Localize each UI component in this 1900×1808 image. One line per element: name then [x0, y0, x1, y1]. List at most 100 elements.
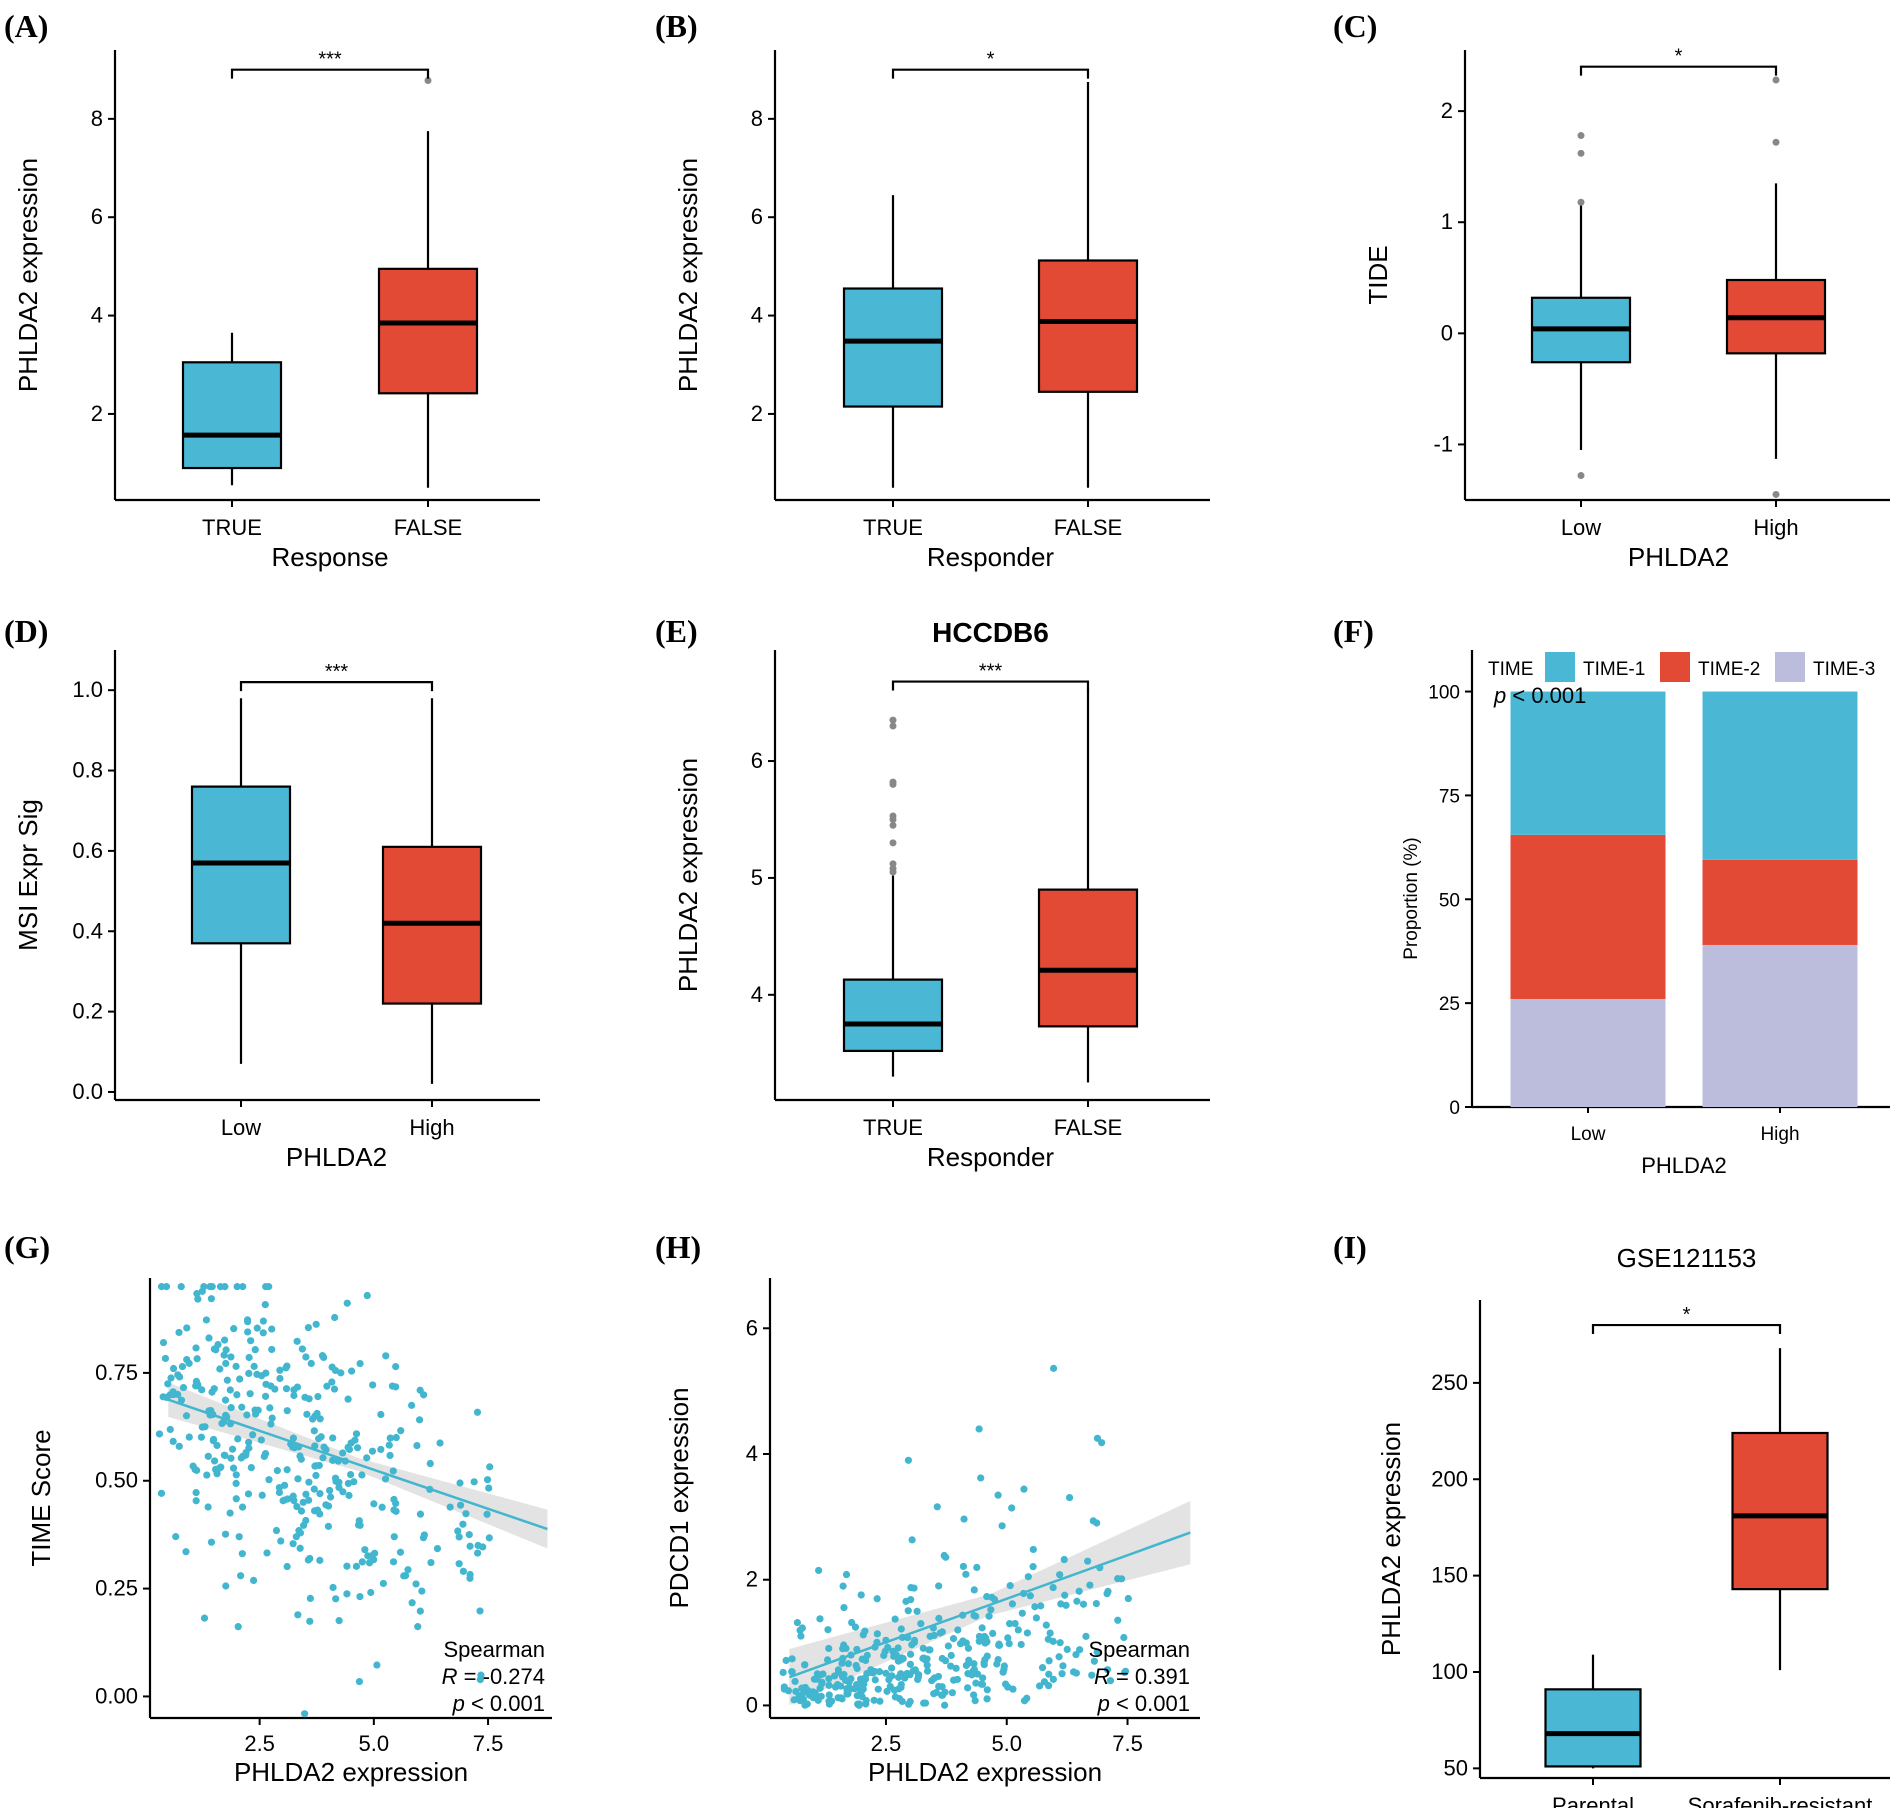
scatter-point	[1088, 1671, 1096, 1679]
scatter-point	[926, 1632, 934, 1640]
scatter-point	[373, 1661, 381, 1669]
legend-swatch-time-3	[1775, 652, 1805, 682]
scatter-point	[378, 1503, 386, 1511]
scatter-point	[1008, 1504, 1016, 1512]
scatter-point	[329, 1583, 337, 1592]
y-tick-label: 0.4	[72, 918, 103, 943]
y-tick-label: 250	[1431, 1370, 1468, 1395]
panel-e: (E) 4 5 6 PHLDA2 expression TRUE FALSEResponde…	[655, 613, 1210, 1172]
scatter-point	[290, 1391, 298, 1400]
box-parental	[1544, 1654, 1642, 1769]
scatter-point	[344, 1479, 352, 1488]
scatter-point	[356, 1521, 364, 1529]
scatter-point	[959, 1562, 967, 1571]
scatter-point	[935, 1682, 943, 1691]
scatter-point	[227, 1454, 235, 1462]
scatter-point	[239, 1452, 247, 1460]
scatter-point	[232, 1362, 240, 1370]
scatter-point	[1045, 1657, 1053, 1665]
p-symbol: p	[452, 1691, 465, 1716]
scatter-point	[367, 1588, 375, 1597]
scatter-point	[254, 1406, 262, 1414]
panel-letter: (B)	[655, 8, 698, 44]
box-iqr	[842, 978, 944, 1053]
scatter-point	[276, 1366, 284, 1374]
scatter-point	[1093, 1434, 1102, 1442]
scatter-point	[293, 1502, 301, 1511]
y-tick-label: 0.75	[95, 1360, 138, 1385]
scatter-point	[894, 1644, 902, 1652]
scatter-point	[210, 1345, 218, 1353]
scatter-point	[245, 1353, 253, 1362]
outlier-point	[1577, 132, 1585, 140]
scatter-point	[413, 1442, 421, 1450]
scatter-point	[259, 1317, 267, 1325]
box-iqr	[1037, 888, 1139, 1028]
scatter-point	[247, 1337, 255, 1345]
scatter-point	[216, 1365, 224, 1373]
scatter-point	[289, 1434, 298, 1442]
scatter-point	[320, 1353, 328, 1362]
scatter-point	[1037, 1602, 1045, 1610]
scatter-point	[1023, 1629, 1032, 1637]
x-tick-label: 5.0	[991, 1731, 1022, 1756]
scatter-point	[935, 1582, 943, 1590]
scatter-point	[942, 1553, 950, 1561]
x-tick-label: TRUE	[863, 1115, 923, 1140]
scatter-point	[470, 1478, 478, 1486]
outlier-point	[889, 860, 897, 868]
scatter-point	[159, 1393, 167, 1401]
scatter-point	[486, 1463, 494, 1471]
scatter-point	[176, 1373, 184, 1381]
scatter-point	[332, 1477, 340, 1485]
y-tick-label: 25	[1439, 994, 1460, 1015]
scatter-point	[1045, 1670, 1053, 1678]
scatter-point	[1103, 1590, 1111, 1598]
scatter-point	[370, 1500, 378, 1508]
scatter-point	[914, 1673, 922, 1681]
x-axis-label: PHLDA2 expression	[868, 1757, 1102, 1787]
scatter-point	[210, 1457, 219, 1465]
scatter-point	[326, 1486, 334, 1495]
scatter-point	[407, 1401, 416, 1409]
scatter-point	[952, 1664, 960, 1672]
scatter-point	[824, 1626, 832, 1634]
stats-method: Spearman	[1088, 1637, 1190, 1662]
scatter-point	[1011, 1620, 1019, 1628]
scatter-point	[483, 1510, 491, 1518]
scatter-point	[857, 1591, 865, 1599]
scatter-point	[238, 1550, 246, 1558]
scatter-point	[386, 1434, 394, 1442]
scatter-point	[455, 1533, 463, 1541]
scatter-point	[172, 1533, 180, 1541]
panel-f: (F) 0 25 50 75 100 Proportion (%) Low High PHLDA2…	[1333, 613, 1890, 1178]
panel-letter: (A)	[4, 8, 48, 44]
legend-swatch-time-1	[1545, 652, 1575, 682]
scatter-point	[791, 1677, 799, 1686]
scatter-point	[313, 1409, 321, 1418]
scatter-point	[466, 1570, 474, 1579]
scatter-point	[938, 1654, 946, 1663]
scatter-point	[192, 1497, 200, 1505]
x-tick-label: 2.5	[871, 1731, 902, 1756]
y-tick-label: 0.25	[95, 1576, 138, 1601]
scatter-point	[1035, 1682, 1044, 1690]
scatter-point	[938, 1628, 946, 1636]
scatter-point	[905, 1700, 913, 1708]
scatter-point	[275, 1483, 283, 1492]
box-iqr	[842, 287, 944, 408]
box-iqr	[1731, 1431, 1829, 1591]
outlier-point	[1772, 138, 1780, 146]
scatter-point	[350, 1478, 358, 1486]
scatter-point	[897, 1670, 905, 1678]
scatter-point	[222, 1582, 230, 1590]
scatter-point	[1055, 1653, 1063, 1661]
scatter-point	[861, 1627, 869, 1635]
significance-label: *	[1675, 46, 1683, 68]
r-value: = -0.274	[458, 1664, 545, 1689]
y-tick-label: 0.2	[72, 999, 103, 1024]
scatter-point	[780, 1685, 789, 1693]
scatter-point	[973, 1563, 981, 1572]
scatter-point	[1040, 1678, 1049, 1686]
